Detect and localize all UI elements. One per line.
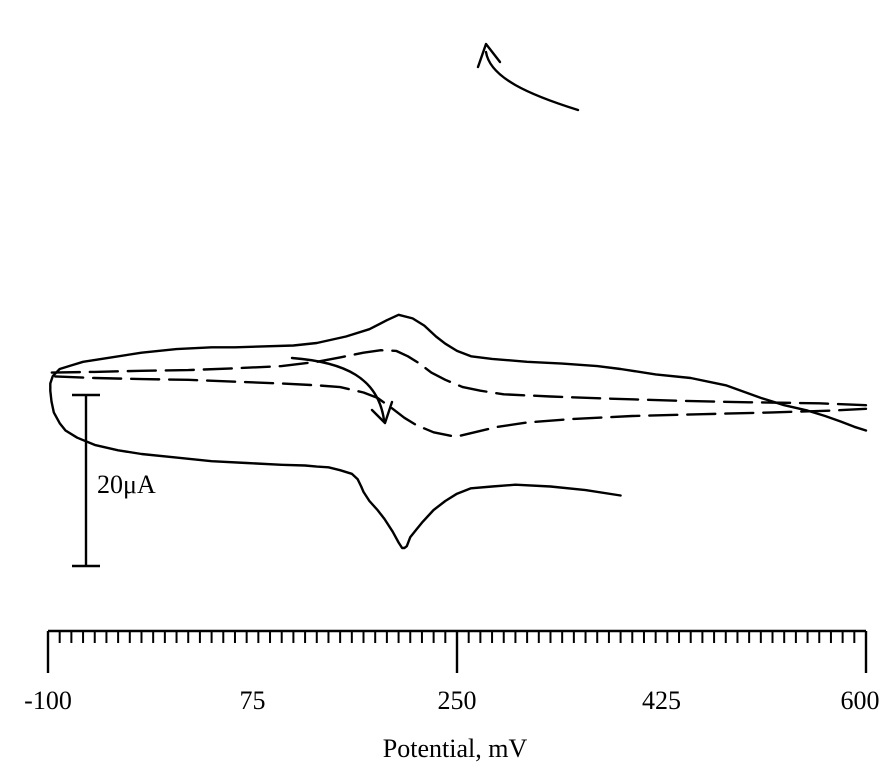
x-axis-title: Potential, mV [383, 734, 528, 763]
x-tick-label: 600 [841, 686, 880, 715]
x-tick-label: 75 [240, 686, 266, 715]
scale-bar-label: 20μA [97, 470, 156, 499]
x-tick-label: 250 [438, 686, 477, 715]
x-axis-tick-labels: -100 75 250 425 600 [24, 686, 879, 715]
x-axis-ticks [46, 631, 868, 673]
x-tick-label: -100 [24, 686, 72, 715]
dashed-voltammogram-line [49, 349, 868, 438]
reverse-scan-arrow-head [476, 42, 502, 69]
forward-scan-arrow-head [370, 400, 394, 425]
solid-voltammogram-line [49, 313, 868, 550]
x-tick-label: 425 [642, 686, 681, 715]
plot-area [49, 313, 868, 550]
current-scale-bar: 20μA [72, 393, 156, 568]
x-axis: -100 75 250 425 600 Potential, mV [24, 629, 880, 763]
reverse-scan-arrow [484, 50, 580, 112]
forward-scan-arrow [290, 356, 386, 422]
